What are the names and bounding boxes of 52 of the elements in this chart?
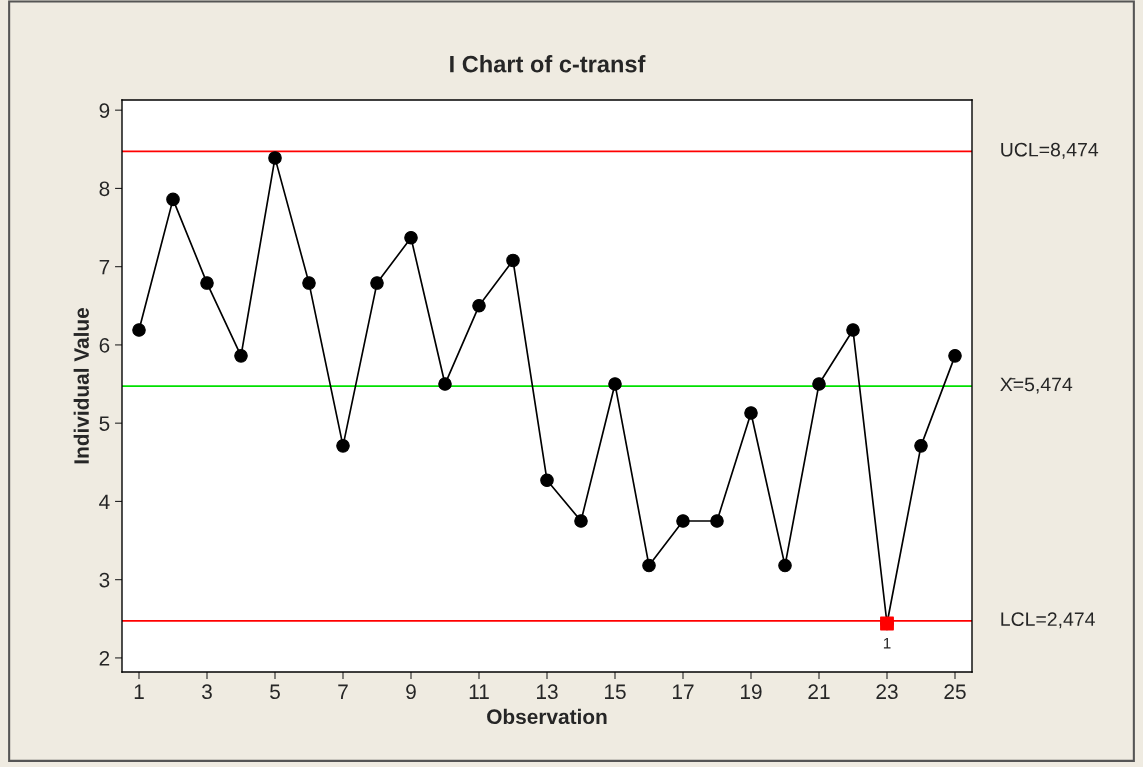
point	[642, 558, 656, 573]
point	[268, 151, 282, 165]
y-tick-label: 3	[99, 572, 110, 588]
point	[438, 377, 452, 391]
point	[744, 406, 758, 420]
x-axis-title: Observation	[487, 708, 607, 725]
point	[132, 323, 146, 337]
annotation: 1	[883, 637, 891, 649]
x-tick-label: 5	[270, 684, 280, 700]
point	[404, 230, 418, 245]
x-tick-label: 7	[338, 684, 348, 699]
point	[608, 377, 622, 391]
point	[812, 377, 826, 391]
y-axis-title: Individual Value	[73, 307, 89, 464]
point	[200, 276, 214, 290]
point	[574, 514, 588, 528]
x-tick-label: 9	[406, 684, 416, 700]
x-tick-label: 25	[944, 684, 966, 700]
x-tick-label: 21	[808, 684, 830, 699]
y-tick-label: 4	[99, 494, 110, 509]
y-tick-label: 8	[99, 181, 110, 197]
point	[302, 276, 316, 290]
point	[914, 439, 928, 453]
point	[778, 558, 792, 573]
ref-line-label: X̄=5,474	[1000, 377, 1073, 394]
y-tick-label: 7	[99, 259, 110, 275]
x-tick-label: 11	[469, 684, 489, 699]
x-tick-label: 19	[741, 684, 762, 700]
point	[676, 514, 690, 528]
x-tick-label: 1	[134, 684, 144, 699]
chart-title: I Chart of c-transf	[450, 55, 646, 73]
point	[506, 253, 520, 268]
point	[710, 514, 724, 528]
point	[336, 439, 350, 453]
ref-line-label: UCL=8,474	[1001, 142, 1099, 159]
point	[846, 323, 860, 337]
x-tick-label: 17	[673, 684, 694, 699]
x-tick-label: 23	[876, 684, 898, 700]
y-tick-label: 6	[99, 337, 110, 353]
ref-line-label: LCL=2,474	[1001, 612, 1095, 629]
point	[540, 473, 554, 488]
point	[948, 349, 962, 363]
y-tick-label: 2	[99, 650, 110, 666]
point	[370, 276, 384, 290]
point	[472, 299, 486, 313]
x-tick-label: 15	[605, 684, 626, 700]
point	[234, 349, 248, 363]
x-tick-label: 13	[537, 684, 558, 700]
point	[166, 192, 180, 207]
y-tick-label: 9	[99, 103, 110, 118]
x-tick-label: 3	[202, 684, 212, 700]
y-tick-label: 5	[99, 416, 110, 431]
